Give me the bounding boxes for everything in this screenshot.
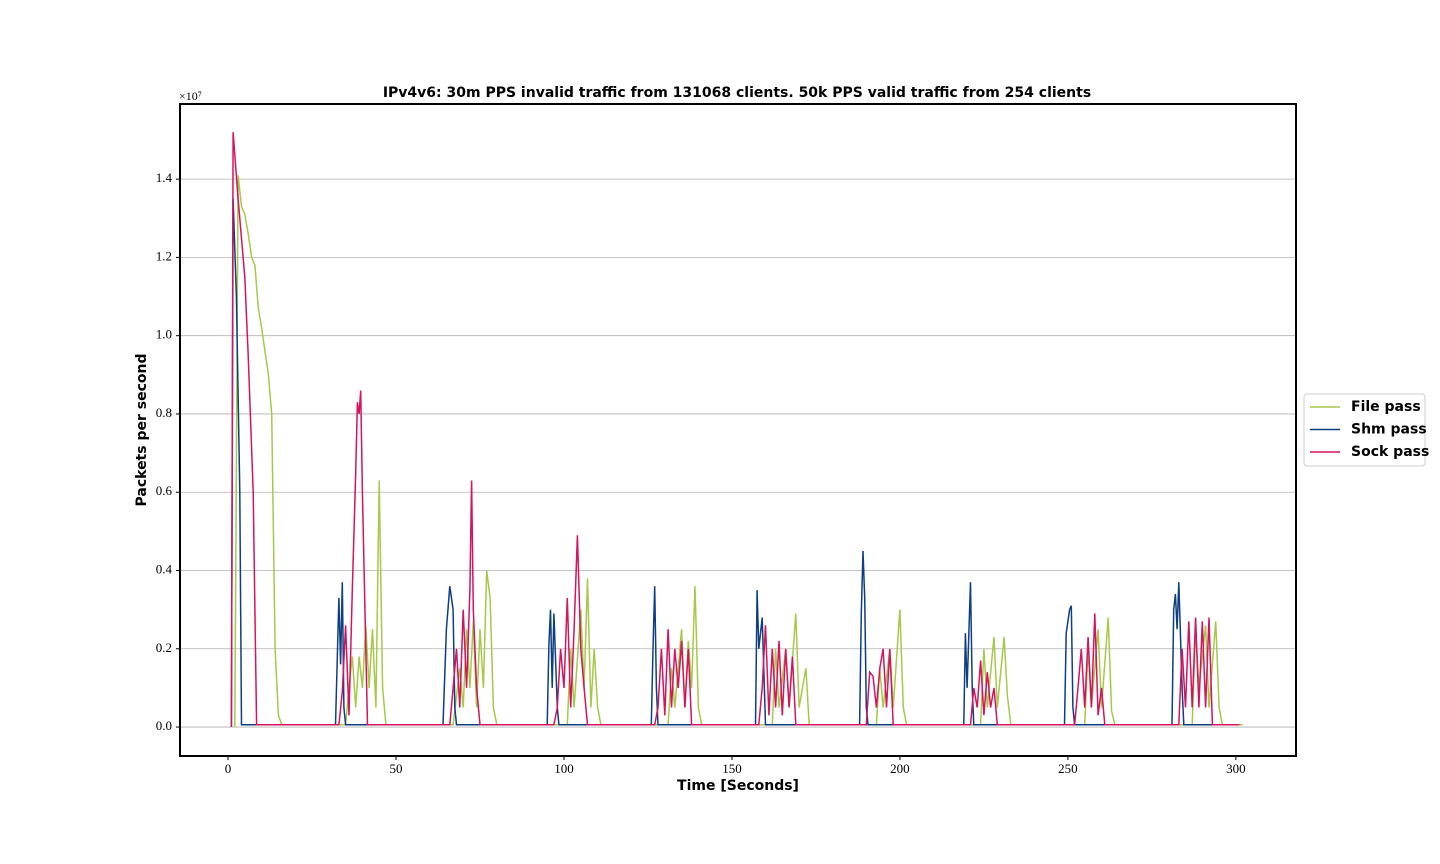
x-tick-label: 100 — [554, 761, 574, 776]
y-axis-label: Packets per second — [134, 354, 150, 507]
legend-label: File pass — [1351, 399, 1421, 415]
x-tick-label: 250 — [1058, 761, 1078, 776]
y-tick-label: 0.0 — [156, 718, 172, 733]
x-tick-label: 300 — [1226, 761, 1246, 776]
x-tick-label: 150 — [722, 761, 742, 776]
legend-box — [1303, 393, 1426, 467]
y-tick-label: 0.2 — [156, 640, 172, 655]
series-line — [230, 198, 1240, 728]
y-offset-label: ×10⁷ — [179, 89, 202, 103]
plot-frame — [179, 103, 1297, 757]
y-tick-label: 1.4 — [156, 170, 173, 185]
series-line — [234, 175, 1243, 728]
y-tick-label: 0.6 — [156, 483, 173, 498]
y-tick-label: 0.4 — [156, 561, 173, 576]
x-tick-label: 50 — [390, 761, 403, 776]
chart-title: IPv4v6: 30m PPS invalid traffic from 131… — [383, 85, 1091, 101]
x-axis-label: Time [Seconds] — [677, 778, 799, 794]
y-tick-label: 0.8 — [156, 405, 172, 420]
x-tick-label: 0 — [225, 761, 232, 776]
x-tick-label: 200 — [890, 761, 910, 776]
y-tick-label: 1.2 — [156, 248, 172, 263]
legend-label: Shm pass — [1351, 422, 1427, 438]
series-line — [230, 132, 1240, 728]
legend-label: Sock pass — [1351, 444, 1429, 460]
y-tick-label: 1.0 — [156, 327, 172, 342]
